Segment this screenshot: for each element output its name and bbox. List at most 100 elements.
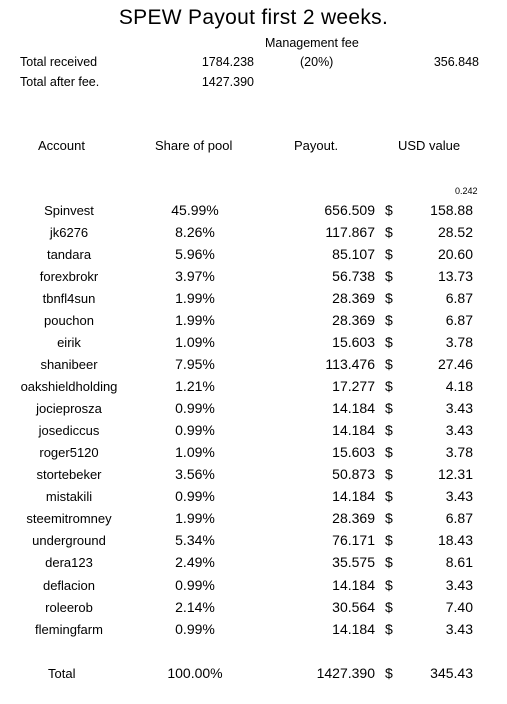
account-name: tbnfl4sun	[42, 291, 96, 306]
currency-symbol: $	[385, 334, 393, 350]
share-value: 3.56%	[175, 466, 215, 482]
usd-value: 27.46	[437, 356, 473, 372]
share-value: 5.34%	[175, 532, 215, 548]
total-share: 100.00%	[167, 665, 223, 681]
share-value: 1.09%	[175, 334, 215, 350]
payout-value: 56.738	[332, 268, 375, 284]
payout-value: 15.603	[332, 444, 375, 460]
account-name: dera123	[45, 555, 93, 570]
account-name: oakshieldholding	[20, 379, 118, 394]
total-received-value: 1784.238	[201, 55, 254, 69]
currency-symbol: $	[385, 599, 393, 615]
usd-value: 28.52	[437, 224, 473, 240]
usd-value: 158.88	[430, 202, 473, 218]
usd-value: 3.78	[445, 444, 473, 460]
share-value: 0.99%	[175, 621, 215, 637]
currency-symbol: $	[385, 488, 393, 504]
account-name: shanibeer	[40, 357, 98, 372]
column-header-payout: Payout.	[294, 138, 339, 153]
payout-value: 28.369	[332, 510, 375, 526]
fee-value: 356.848	[433, 55, 479, 69]
share-value: 2.49%	[175, 554, 215, 570]
usd-value: 6.87	[445, 290, 473, 306]
usd-value: 18.43	[437, 532, 473, 548]
account-name: steemitromney	[26, 511, 112, 526]
share-value: 1.99%	[175, 290, 215, 306]
payout-value: 76.171	[332, 532, 375, 548]
usd-value: 6.87	[445, 312, 473, 328]
usd-value: 20.60	[437, 246, 473, 262]
total-label: Total	[48, 666, 76, 681]
usd-value: 3.43	[445, 488, 473, 504]
payout-value: 113.476	[325, 356, 375, 372]
account-name: flemingfarm	[35, 622, 103, 637]
payout-value: 17.277	[332, 378, 375, 394]
payout-value: 30.564	[332, 599, 375, 615]
page-title: SPEW Payout first 2 weeks.	[118, 6, 389, 29]
share-value: 1.99%	[175, 510, 215, 526]
payout-value: 117.867	[325, 224, 375, 240]
currency-symbol: $	[385, 400, 393, 416]
total-received-label: Total received	[20, 55, 98, 69]
currency-symbol: $	[385, 356, 393, 372]
payout-value: 14.184	[332, 621, 375, 637]
currency-symbol: $	[385, 224, 393, 240]
currency-symbol: $	[385, 422, 393, 438]
usd-value: 8.61	[445, 554, 473, 570]
management-fee-label: Management fee	[265, 36, 359, 50]
payout-value: 85.107	[332, 246, 375, 262]
usd-value: 6.87	[445, 510, 473, 526]
payout-value: 50.873	[332, 466, 375, 482]
account-name: roleerob	[45, 600, 93, 615]
share-value: 2.14%	[175, 599, 215, 615]
payout-value: 28.369	[332, 290, 375, 306]
share-value: 8.26%	[175, 224, 215, 240]
share-value: 1.09%	[175, 444, 215, 460]
usd-value: 3.43	[445, 621, 473, 637]
total-after-fee-value: 1427.390	[201, 75, 254, 89]
account-name: pouchon	[44, 313, 94, 328]
currency-symbol: $	[385, 554, 393, 570]
payout-value: 14.184	[332, 422, 375, 438]
fee-percent: (20%)	[300, 55, 334, 69]
share-value: 1.21%	[175, 378, 215, 394]
currency-symbol: $	[385, 621, 393, 637]
total-payout: 1427.390	[316, 665, 375, 681]
column-header-account: Account	[38, 138, 85, 153]
column-header-share: Share of pool	[155, 138, 233, 153]
share-value: 5.96%	[175, 246, 215, 262]
usd-rate: 0.242	[455, 186, 478, 196]
account-name: stortebeker	[36, 467, 102, 482]
total-usd: 345.43	[430, 665, 473, 681]
usd-value: 3.78	[445, 334, 473, 350]
payout-value: 656.509	[324, 202, 375, 218]
account-name: underground	[32, 533, 106, 548]
account-name: eirik	[57, 335, 81, 350]
share-value: 0.99%	[175, 400, 215, 416]
currency-symbol: $	[385, 510, 393, 526]
share-value: 0.99%	[175, 422, 215, 438]
payout-value: 15.603	[332, 334, 375, 350]
share-value: 1.99%	[175, 312, 215, 328]
account-name: forexbrokr	[39, 269, 99, 284]
usd-value: 12.31	[437, 466, 473, 482]
payout-value: 14.184	[332, 400, 375, 416]
account-name: tandara	[46, 247, 92, 262]
share-value: 7.95%	[175, 356, 215, 372]
account-name: Spinvest	[44, 203, 94, 218]
payout-value: 28.369	[332, 312, 375, 328]
share-value: 0.99%	[175, 577, 215, 593]
account-name: roger5120	[39, 445, 99, 460]
currency-symbol: $	[385, 466, 393, 482]
account-name: jk6276	[49, 225, 89, 240]
share-value: 0.99%	[175, 488, 215, 504]
currency-symbol: $	[385, 246, 393, 262]
usd-value: 3.43	[445, 400, 473, 416]
currency-symbol: $	[385, 378, 393, 394]
account-name: mistakili	[45, 489, 93, 504]
usd-value: 3.43	[445, 577, 473, 593]
currency-symbol: $	[385, 268, 393, 284]
usd-value: 7.40	[445, 599, 473, 615]
payout-value: 14.184	[332, 488, 375, 504]
usd-value: 4.18	[445, 378, 473, 394]
